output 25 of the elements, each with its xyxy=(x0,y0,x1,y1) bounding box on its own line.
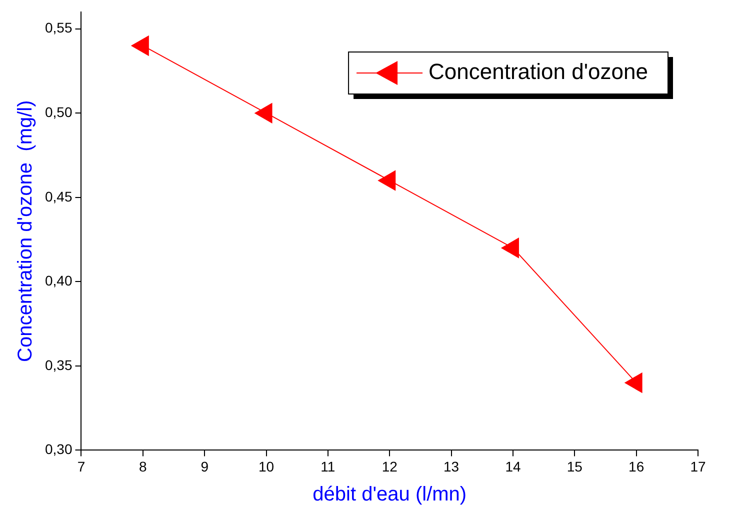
y-tick-label: 0,50 xyxy=(45,104,72,120)
point xyxy=(624,372,642,393)
x-tick-label: 13 xyxy=(444,458,460,474)
y-tick-label: 0,55 xyxy=(45,20,72,36)
x-tick-label: 8 xyxy=(139,458,148,474)
y-tick-label: 0,35 xyxy=(45,356,72,373)
x-tick-label: 15 xyxy=(566,458,583,474)
point xyxy=(378,170,396,191)
legend-label: Concentration d'ozone xyxy=(428,59,648,84)
x-tick-label: 9 xyxy=(200,458,209,474)
y-tick-label: 0,30 xyxy=(45,441,72,458)
x-axis-title: débit d'eau (l/mn) xyxy=(312,484,467,506)
y-axis-title: Concentration d'ozone (mg/l) xyxy=(14,100,37,362)
x-tick-label: 11 xyxy=(320,458,336,474)
point xyxy=(501,238,519,258)
x-tick-label: 16 xyxy=(628,458,644,474)
y-tick-label: 0,40 xyxy=(45,272,72,289)
x-tick-label: 10 xyxy=(258,458,274,474)
point xyxy=(131,36,149,56)
x-tick-label: 14 xyxy=(505,458,521,474)
x-tick-label: 7 xyxy=(77,458,86,474)
point xyxy=(254,103,272,124)
y-tick-label: 0,45 xyxy=(45,188,72,204)
x-tick-label: 17 xyxy=(690,458,706,474)
x-tick-label: 12 xyxy=(382,458,398,474)
